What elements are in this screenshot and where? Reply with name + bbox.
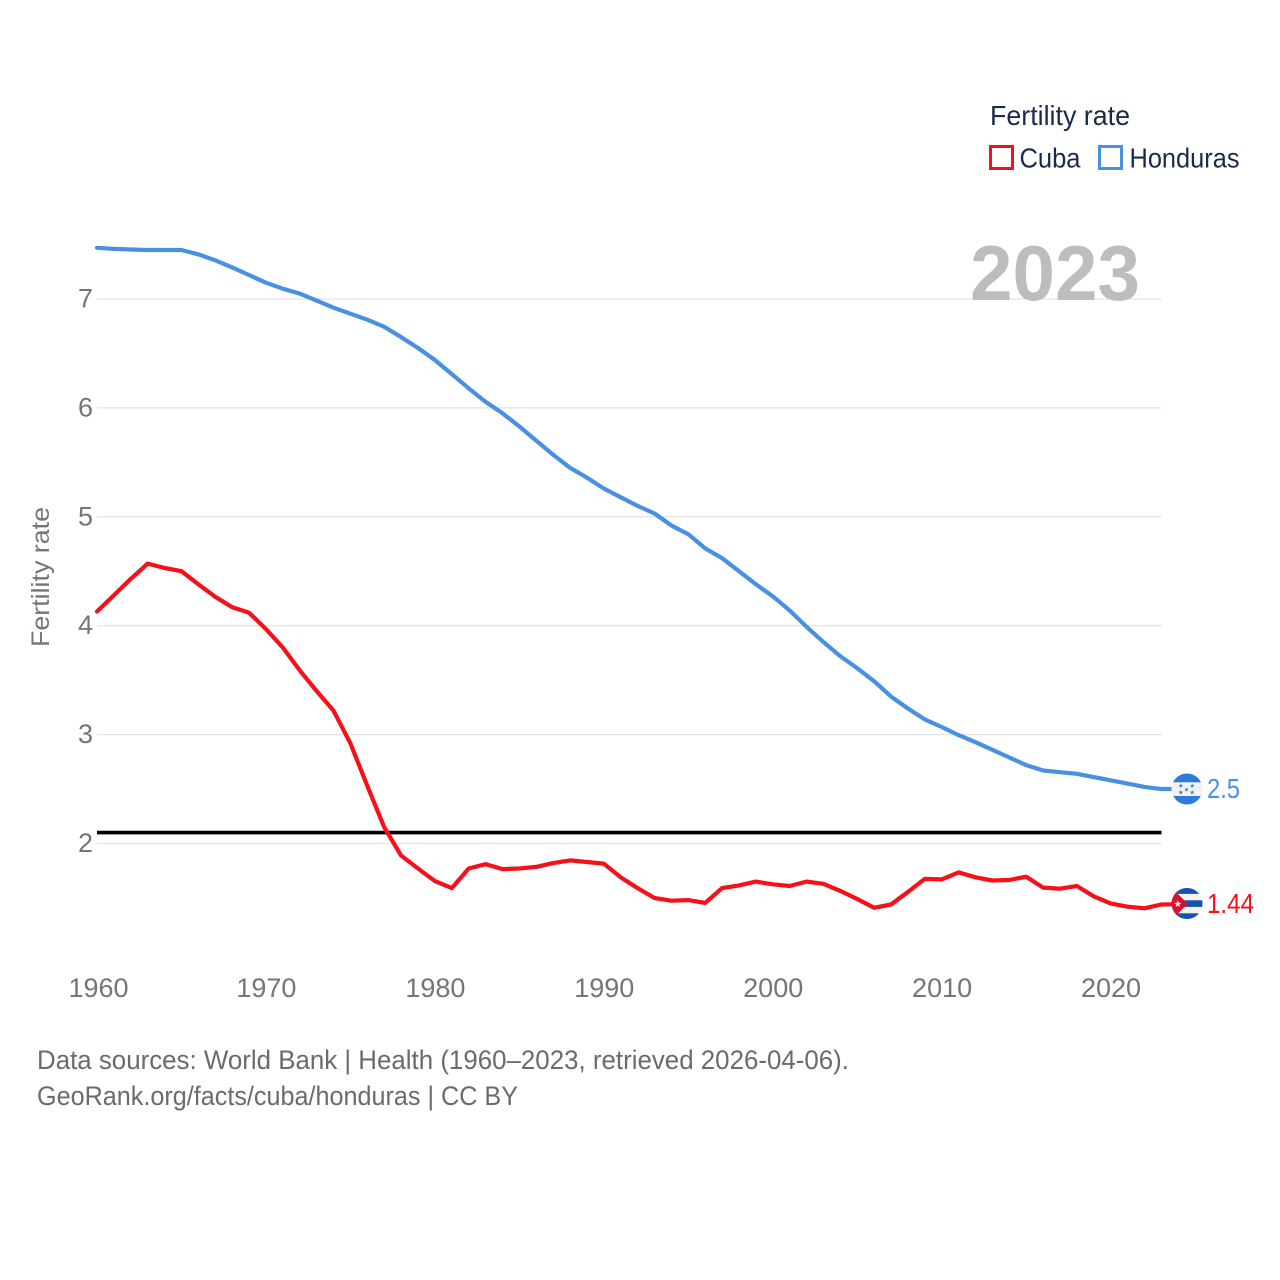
svg-text:Honduras: Honduras	[1130, 143, 1240, 174]
svg-text:2000: 2000	[743, 973, 803, 1003]
svg-text:GeoRank.org/facts/cuba/hondura: GeoRank.org/facts/cuba/honduras | CC BY	[37, 1081, 518, 1111]
svg-text:1960: 1960	[68, 973, 128, 1003]
svg-text:6: 6	[78, 392, 93, 422]
svg-text:3: 3	[78, 719, 93, 749]
svg-text:1980: 1980	[405, 973, 465, 1003]
svg-text:1970: 1970	[236, 973, 296, 1003]
svg-text:7: 7	[78, 284, 93, 314]
svg-text:5: 5	[78, 501, 93, 531]
svg-text:2023: 2023	[970, 229, 1140, 317]
svg-text:1.44: 1.44	[1207, 888, 1254, 919]
svg-text:1990: 1990	[574, 973, 634, 1003]
svg-text:4: 4	[78, 610, 93, 640]
svg-text:2010: 2010	[912, 973, 972, 1003]
svg-text:Fertility rate: Fertility rate	[990, 100, 1130, 131]
svg-text:Data sources: World Bank | Hea: Data sources: World Bank | Health (1960–…	[37, 1045, 849, 1075]
svg-text:Fertility rate: Fertility rate	[27, 507, 55, 647]
svg-text:2020: 2020	[1081, 973, 1141, 1003]
svg-text:Cuba: Cuba	[1020, 143, 1081, 174]
svg-text:2.5: 2.5	[1207, 773, 1240, 804]
svg-text:2: 2	[78, 828, 93, 858]
